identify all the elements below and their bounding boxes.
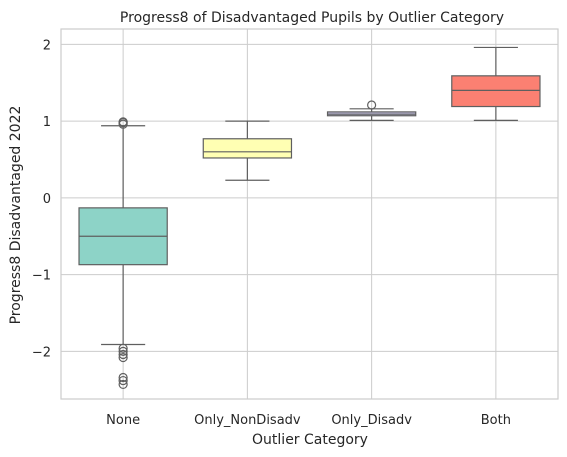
outlier-point	[118, 352, 128, 363]
plot-frame	[60, 28, 559, 400]
outlier-point	[118, 117, 128, 127]
outlier-point	[118, 349, 128, 360]
y-axis-label: Progress8 Disadvantaged 2022	[8, 106, 24, 325]
x-tick-label: Only_NonDisadv	[194, 413, 301, 428]
y-tick-label: 1	[43, 115, 51, 130]
x-tick-label: Both	[481, 413, 511, 428]
x-tick-label: Only_Disadv	[331, 413, 412, 428]
outlier-point	[118, 372, 128, 383]
chart-title: Progress8 of Disadvantaged Pupils by Out…	[120, 10, 504, 26]
outlier-point	[118, 375, 128, 386]
box-none	[78, 117, 168, 390]
x-axis-label: Outlier Category	[252, 432, 368, 448]
outlier-point	[367, 100, 377, 110]
box-only-nondisadv	[202, 120, 293, 181]
y-tick-label: −1	[32, 269, 51, 284]
iqr-box	[202, 138, 293, 159]
tick-layer: 2 1 0 −1 −2 None Only_NonDisadv Only_Disadv Both	[32, 38, 511, 428]
y-tick-label: 0	[43, 192, 51, 207]
y-tick-label: −2	[32, 345, 51, 360]
y-tick-label: 2	[43, 38, 51, 53]
box-layer	[78, 46, 541, 390]
outlier-point	[118, 379, 128, 390]
x-tick-label: None	[106, 413, 140, 428]
outlier-point	[118, 343, 128, 353]
outlier-point	[118, 346, 128, 357]
box-only-disadv	[326, 100, 417, 121]
iqr-box	[451, 75, 541, 108]
box-both	[451, 46, 541, 121]
